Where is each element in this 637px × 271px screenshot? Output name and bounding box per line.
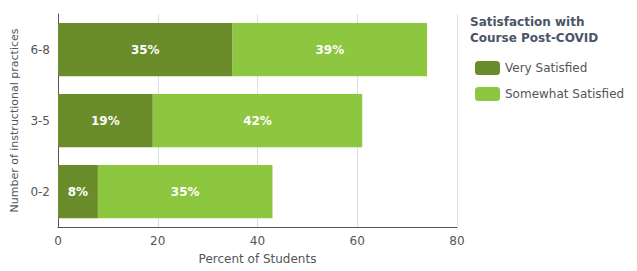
svg-text:39%: 39% [315,43,344,57]
svg-text:60: 60 [350,234,365,248]
svg-text:42%: 42% [243,114,272,128]
svg-text:0: 0 [54,234,62,248]
svg-text:Number of instructional practi: Number of instructional practices [8,28,21,212]
svg-text:Somewhat Satisfied: Somewhat Satisfied [505,87,624,101]
svg-text:Percent of Students: Percent of Students [199,252,317,266]
svg-text:0-2: 0-2 [30,185,50,199]
svg-text:80: 80 [449,234,464,248]
svg-text:6-8: 6-8 [30,43,50,57]
svg-text:Satisfaction with: Satisfaction with [470,15,584,29]
svg-text:20: 20 [150,234,165,248]
svg-text:35%: 35% [171,185,200,199]
svg-text:35%: 35% [131,43,160,57]
svg-text:Very Satisfied: Very Satisfied [505,61,587,75]
svg-text:Course Post-COVID: Course Post-COVID [470,31,598,45]
svg-text:3-5: 3-5 [30,114,50,128]
svg-text:8%: 8% [68,185,88,199]
svg-text:19%: 19% [91,114,120,128]
svg-text:40: 40 [250,234,265,248]
